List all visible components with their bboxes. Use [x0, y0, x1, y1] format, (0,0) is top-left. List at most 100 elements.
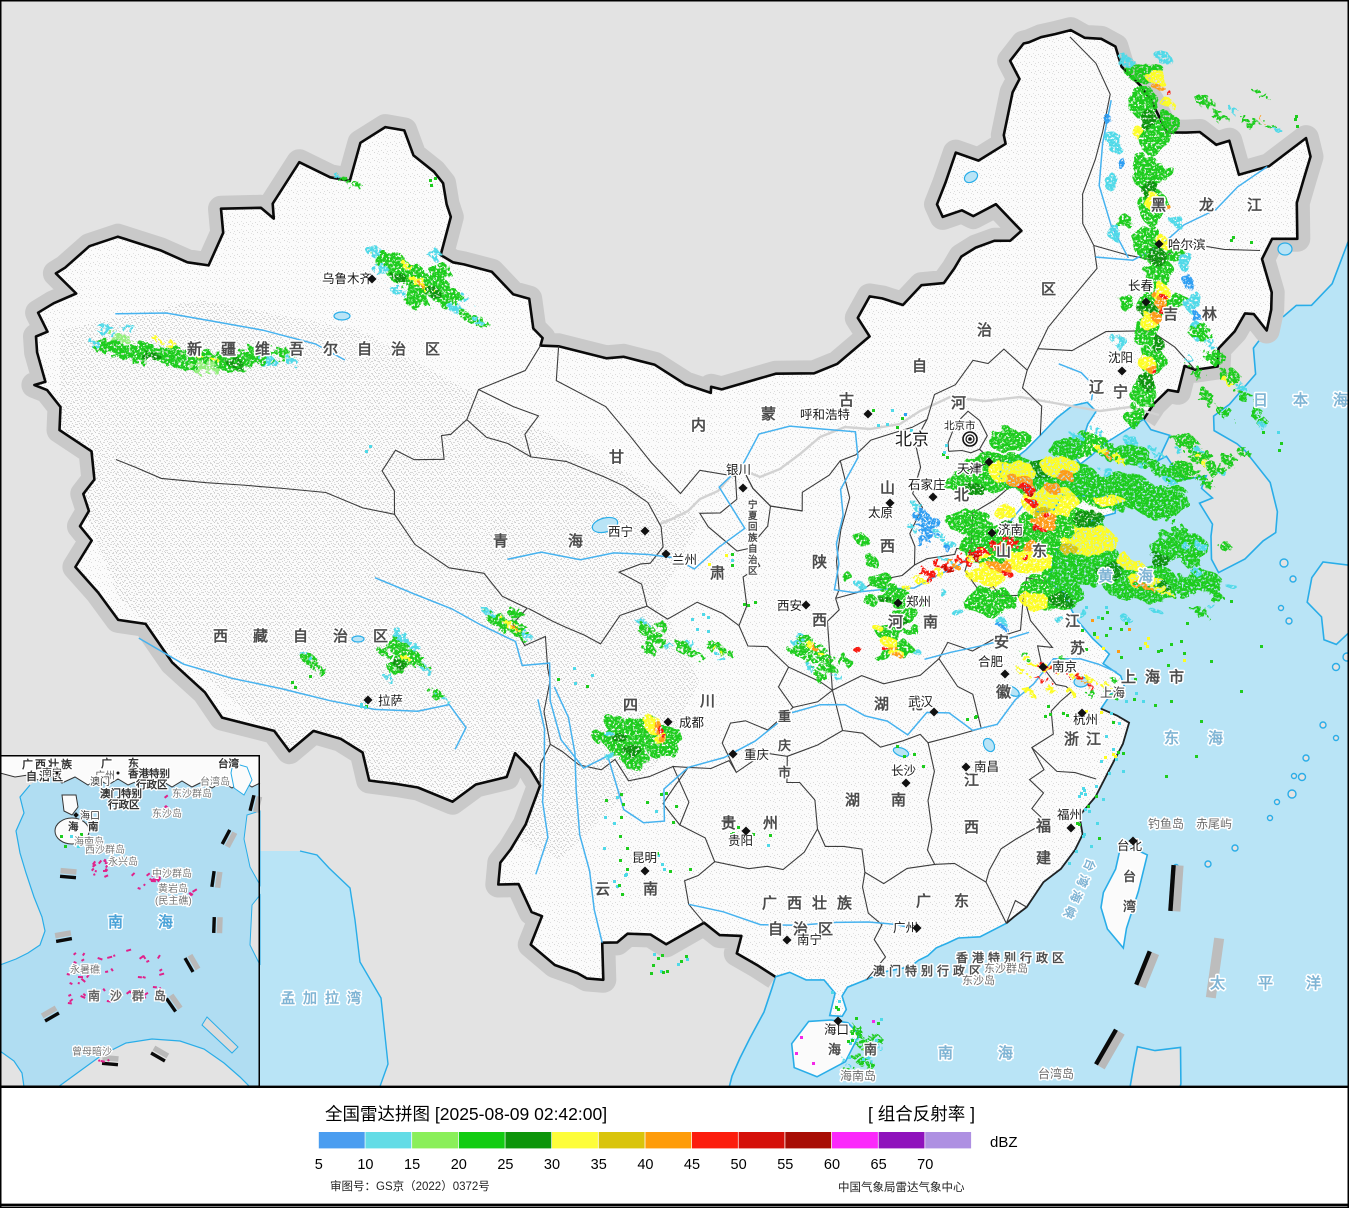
svg-text:南: 南	[923, 613, 938, 631]
svg-text:西: 西	[964, 819, 979, 836]
svg-text:东沙群岛: 东沙群岛	[984, 961, 1028, 975]
svg-text:海: 海	[828, 1042, 841, 1057]
svg-text:加: 加	[302, 990, 317, 1006]
svg-text:西: 西	[812, 612, 827, 629]
svg-text:岛: 岛	[154, 988, 166, 1003]
svg-text:70: 70	[917, 1157, 933, 1173]
svg-text:林: 林	[1202, 305, 1218, 323]
svg-text:壮: 壮	[812, 894, 827, 912]
svg-text:古: 古	[839, 391, 854, 409]
svg-text:杭州: 杭州	[1073, 712, 1098, 727]
svg-text:区: 区	[1052, 951, 1064, 965]
svg-text:市: 市	[1169, 668, 1184, 686]
svg-text:尔: 尔	[323, 340, 338, 358]
svg-text:海口: 海口	[824, 1022, 849, 1037]
svg-text:赤尾屿: 赤尾屿	[1196, 817, 1232, 831]
svg-text:自: 自	[357, 340, 372, 358]
svg-text:南宁: 南宁	[797, 932, 822, 947]
svg-text:黄: 黄	[1098, 567, 1113, 585]
svg-text:拉: 拉	[325, 990, 339, 1006]
svg-text:上海: 上海	[1100, 685, 1126, 700]
svg-text:治: 治	[977, 321, 992, 339]
svg-text:海: 海	[1333, 391, 1348, 409]
svg-text:25: 25	[497, 1157, 513, 1173]
svg-text:河: 河	[951, 394, 966, 412]
svg-text:区: 区	[425, 341, 440, 358]
svg-text:东: 东	[1164, 729, 1179, 747]
svg-text:夏: 夏	[747, 511, 758, 522]
svg-text:中沙群岛: 中沙群岛	[152, 867, 192, 880]
svg-text:浙: 浙	[1064, 730, 1079, 748]
svg-text:西: 西	[787, 895, 802, 912]
svg-text:特: 特	[905, 963, 917, 978]
svg-text:治: 治	[333, 627, 348, 645]
svg-text:东沙岛: 东沙岛	[152, 807, 182, 820]
svg-text:辽: 辽	[1089, 379, 1104, 396]
svg-text:永暑礁: 永暑礁	[70, 963, 100, 976]
svg-text:海: 海	[158, 913, 173, 931]
svg-text:川: 川	[699, 693, 715, 710]
svg-text:区: 区	[969, 964, 981, 978]
svg-text:全国雷达拼图 [2025-08-09 02:42:00]: 全国雷达拼图 [2025-08-09 02:42:00]	[325, 1104, 607, 1124]
svg-text:广州: 广州	[893, 921, 918, 935]
svg-text:四: 四	[623, 697, 638, 714]
svg-text:东沙群岛: 东沙群岛	[172, 787, 212, 800]
svg-text:南: 南	[864, 1042, 877, 1057]
svg-text:江: 江	[1086, 730, 1101, 748]
svg-text:南: 南	[938, 1044, 953, 1062]
svg-text:别: 别	[1003, 951, 1016, 965]
svg-text:兰州: 兰州	[672, 553, 697, 567]
svg-text:回: 回	[748, 522, 758, 533]
svg-text:沈阳: 沈阳	[1108, 350, 1133, 365]
svg-text:行政区: 行政区	[107, 798, 140, 811]
svg-text:南: 南	[891, 791, 906, 809]
svg-text:洋: 洋	[1306, 974, 1321, 992]
svg-text:区: 区	[818, 921, 833, 938]
svg-text:海南岛: 海南岛	[74, 835, 104, 848]
svg-text:龙: 龙	[1198, 196, 1214, 214]
svg-text:海: 海	[1145, 668, 1160, 686]
svg-text:重: 重	[778, 709, 791, 724]
svg-text:庆: 庆	[777, 738, 791, 753]
svg-text:肃: 肃	[710, 564, 725, 582]
svg-text:东: 东	[954, 892, 969, 910]
svg-text:海南岛: 海南岛	[840, 1068, 876, 1083]
svg-text:黑: 黑	[1151, 197, 1166, 214]
svg-text:55: 55	[777, 1157, 793, 1173]
svg-text:行: 行	[936, 963, 949, 978]
svg-text:广: 广	[762, 894, 777, 912]
svg-text:疆: 疆	[221, 341, 236, 358]
svg-text:贵阳: 贵阳	[728, 834, 753, 848]
svg-text:海: 海	[998, 1044, 1013, 1062]
svg-text:台湾: 台湾	[218, 757, 239, 770]
svg-text:海口: 海口	[80, 809, 100, 822]
svg-text:永兴岛: 永兴岛	[108, 855, 138, 868]
svg-text:35: 35	[591, 1157, 607, 1173]
svg-text:群: 群	[131, 988, 144, 1003]
svg-text:呼和浩特: 呼和浩特	[800, 407, 850, 422]
svg-text:广: 广	[101, 756, 112, 770]
svg-text:藏: 藏	[253, 627, 268, 645]
svg-text:中国气象局雷达气象中心: 中国气象局雷达气象中心	[838, 1180, 965, 1194]
svg-text:北京: 北京	[895, 430, 929, 449]
svg-text:江: 江	[1065, 612, 1080, 630]
svg-text:陕: 陕	[812, 553, 827, 571]
svg-text:香: 香	[955, 950, 968, 965]
svg-text:沙: 沙	[110, 989, 122, 1003]
svg-text:10: 10	[357, 1157, 373, 1173]
svg-text:65: 65	[871, 1157, 887, 1173]
svg-text:长春: 长春	[1128, 279, 1154, 293]
svg-text:自: 自	[912, 357, 927, 375]
svg-text:重庆: 重庆	[744, 747, 770, 762]
svg-text:贵: 贵	[721, 814, 736, 832]
svg-text:黄岩岛: 黄岩岛	[158, 882, 188, 895]
svg-text:福: 福	[1035, 817, 1051, 835]
svg-text:苏: 苏	[1070, 639, 1085, 657]
svg-text:蒙: 蒙	[761, 405, 776, 423]
svg-text:西安: 西安	[777, 598, 802, 613]
svg-text:南: 南	[108, 913, 123, 931]
svg-text:银川: 银川	[726, 463, 751, 477]
svg-text:宁: 宁	[748, 499, 758, 511]
svg-text:日: 日	[1253, 392, 1268, 409]
svg-text:族: 族	[837, 894, 853, 912]
